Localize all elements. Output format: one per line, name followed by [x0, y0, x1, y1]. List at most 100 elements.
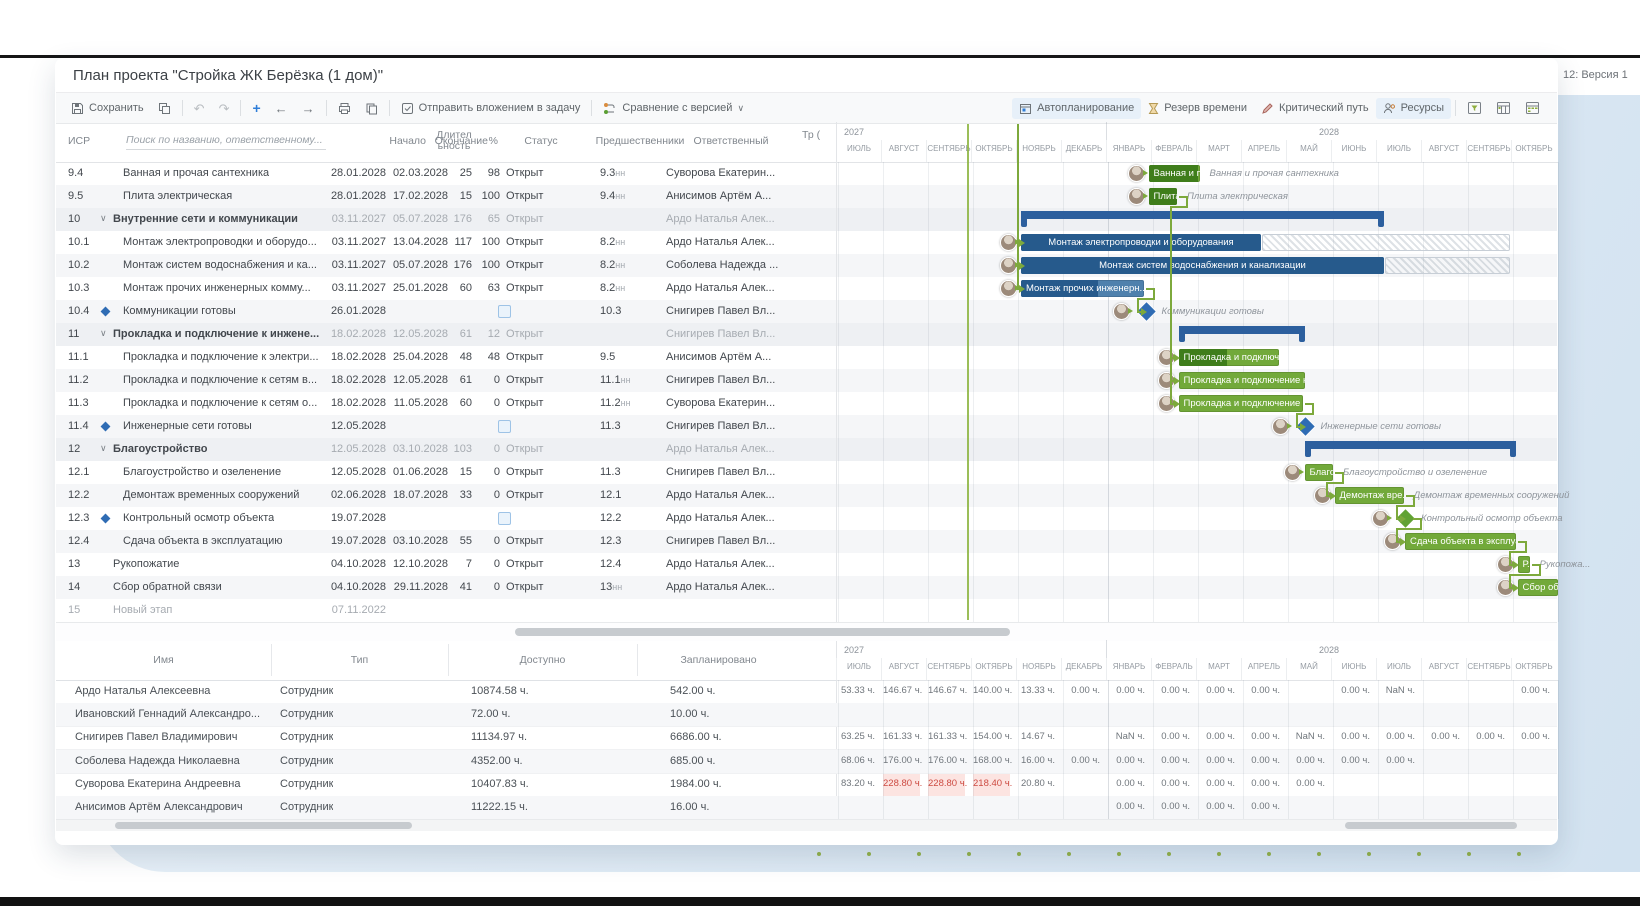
- pane-divider[interactable]: [836, 122, 837, 819]
- task-name[interactable]: Благоустройство: [113, 443, 208, 455]
- task-name[interactable]: Демонтаж временных сооружений: [123, 489, 300, 501]
- column-header-percent[interactable]: %: [488, 135, 498, 147]
- task-name[interactable]: Прокладка и подключение к инжене...: [113, 328, 320, 340]
- right-scroll-thumb[interactable]: [1345, 822, 1517, 829]
- gantt-bar[interactable]: Плита...: [1148, 188, 1177, 205]
- task-row[interactable]: 9.5 Плита электрическая 28.01.2028 17.02.20…: [56, 185, 1557, 208]
- column-header-status[interactable]: Статус: [524, 135, 558, 147]
- task-row[interactable]: 10.1 Монтаж электропроводки и оборудо... 0…: [56, 231, 1557, 254]
- summary-bar[interactable]: [1021, 211, 1384, 227]
- task-name[interactable]: Благоустройство и озеленение: [123, 466, 282, 478]
- task-name[interactable]: Монтаж электропроводки и оборудо...: [123, 236, 317, 248]
- milestone-checkbox[interactable]: [498, 305, 511, 318]
- column-header-start[interactable]: Начало: [389, 135, 426, 147]
- gantt-bar[interactable]: Монтаж прочих инженерн...: [1021, 280, 1144, 297]
- task-row[interactable]: 10.4 Коммуникации готовы 26.01.2028 10.3 Сни…: [56, 300, 1557, 323]
- gantt-bar[interactable]: Благо...: [1304, 464, 1333, 481]
- table-view-button[interactable]: [1489, 97, 1518, 119]
- gantt-bar[interactable]: Сбор обрат...: [1517, 579, 1558, 596]
- pane-splitter[interactable]: [56, 622, 1557, 641]
- gantt-bar[interactable]: Сдача объекта в эксплуат...: [1405, 533, 1516, 550]
- task-row[interactable]: 9.4 Ванная и прочая сантехника 28.01.2028 0…: [56, 162, 1557, 185]
- task-row[interactable]: 11.1 Прокладка и подключение к электри...…: [56, 346, 1557, 369]
- filter-view-button[interactable]: [1460, 97, 1489, 119]
- chevron-down-icon[interactable]: ∨: [100, 213, 107, 223]
- copy-button[interactable]: [358, 98, 385, 119]
- task-row[interactable]: 12.4 Сдача объекта в эксплуатацию 19.07.20…: [56, 530, 1557, 553]
- task-name[interactable]: Монтаж прочих инженерных комму...: [123, 282, 311, 294]
- column-header-duration[interactable]: Длител ьность: [436, 129, 472, 152]
- resource-row[interactable]: Ивановский Геннадий Александро... Сотрудн…: [56, 703, 1557, 728]
- column-header-type[interactable]: Тип: [350, 654, 369, 666]
- duplicate-button[interactable]: [151, 98, 178, 119]
- resource-row[interactable]: Снигирев Павел Владимирович Сотрудник 1113…: [56, 726, 1557, 751]
- grid-view-button[interactable]: [1518, 97, 1547, 119]
- task-name[interactable]: Сдача объекта в эксплуатацию: [123, 535, 283, 547]
- compare-version-button[interactable]: Сравнение с версией ∨: [596, 98, 751, 119]
- chevron-down-icon[interactable]: ∨: [100, 443, 107, 453]
- save-button[interactable]: Сохранить: [64, 98, 151, 119]
- column-header-wbs[interactable]: ИСР: [68, 135, 91, 147]
- task-row[interactable]: 12.3 Контрольный осмотр объекта 19.07.2028…: [56, 507, 1557, 530]
- search-input[interactable]: Поиск по названию, ответственному...: [126, 135, 326, 150]
- send-attachment-button[interactable]: Отправить вложением в задачу: [394, 98, 588, 119]
- task-name[interactable]: Прокладка и подключение к сетям в...: [123, 374, 318, 386]
- gantt-bar[interactable]: Прокладка и подключ...: [1178, 349, 1279, 366]
- task-name[interactable]: Коммуникации готовы: [123, 305, 236, 317]
- add-task-button[interactable]: +: [245, 98, 267, 119]
- task-row[interactable]: 12.2 Демонтаж временных сооружений 02.06.2…: [56, 484, 1557, 507]
- summary-bar[interactable]: [1304, 441, 1516, 457]
- task-row[interactable]: 13 Рукопожатие 04.10.2028 12.10.2028 7 0 Откры…: [56, 553, 1557, 576]
- task-name[interactable]: Контрольный осмотр объекта: [123, 512, 275, 524]
- task-name[interactable]: Внутренние сети и коммуникации: [113, 213, 298, 225]
- task-name[interactable]: Новый этап: [113, 604, 173, 616]
- task-row[interactable]: 10.3 Монтаж прочих инженерных комму... 03.…: [56, 277, 1557, 300]
- time-reserve-button[interactable]: Резерв времени: [1141, 98, 1254, 119]
- column-header-predecessors[interactable]: Предшественники: [595, 135, 685, 147]
- gantt-bar[interactable]: Р...: [1517, 556, 1530, 573]
- task-row[interactable]: 14 Сбор обратной связи 04.10.2028 29.11.202…: [56, 576, 1557, 599]
- task-name[interactable]: Ванная и прочая сантехника: [123, 167, 270, 179]
- gantt-bar[interactable]: Монтаж систем водоснабжения и канализаци…: [1021, 257, 1384, 274]
- gantt-bar[interactable]: Демонтаж вре...: [1334, 487, 1404, 504]
- task-name[interactable]: Сбор обратной связи: [113, 581, 222, 593]
- column-header-finish[interactable]: Окончание: [434, 135, 488, 147]
- resources-button[interactable]: Ресурсы: [1375, 97, 1451, 119]
- task-name[interactable]: Плита электрическая: [123, 190, 233, 202]
- task-row[interactable]: 15 Новый этап 07.11.2022: [56, 599, 1557, 622]
- left-scroll-thumb[interactable]: [115, 822, 412, 829]
- task-row[interactable]: 11 ∨ Прокладка и подключение к инжене... 18…: [56, 323, 1557, 346]
- task-row[interactable]: 12 ∨ Благоустройство 12.05.2028 03.10.2028 10…: [56, 438, 1557, 461]
- gantt-bar[interactable]: Прокладка и подключение ...: [1178, 395, 1303, 412]
- gantt-bar[interactable]: Прокладка и подключение к...: [1178, 372, 1305, 389]
- task-row[interactable]: 12.1 Благоустройство и озеленение 12.05.20…: [56, 461, 1557, 484]
- task-name[interactable]: Прокладка и подключение к сетям о...: [123, 397, 318, 409]
- column-header-name[interactable]: Имя: [153, 654, 174, 666]
- gantt-bar[interactable]: Монтаж электропроводки и оборудования: [1021, 234, 1261, 251]
- task-row[interactable]: 11.2 Прокладка и подключение к сетям в...…: [56, 369, 1557, 392]
- print-button[interactable]: [331, 98, 358, 119]
- gantt-bar[interactable]: Ванная и п...: [1148, 165, 1200, 182]
- column-header-owner[interactable]: Ответственный: [693, 135, 769, 147]
- column-header-available[interactable]: Доступно: [519, 654, 566, 666]
- resource-row[interactable]: Анисимов Артём Александрович Сотрудник 112…: [56, 795, 1557, 820]
- horizontal-scrollbar[interactable]: [56, 819, 1557, 831]
- milestone-checkbox[interactable]: [498, 512, 511, 525]
- resource-row[interactable]: Ардо Наталья Алексеевна Сотрудник 10874.58…: [56, 680, 1557, 704]
- task-name[interactable]: Рукопожатие: [113, 558, 180, 570]
- task-name[interactable]: Инженерные сети готовы: [123, 420, 252, 432]
- autoplan-button[interactable]: Автопланирование: [1012, 97, 1142, 119]
- indent-button[interactable]: →: [295, 98, 322, 119]
- task-name[interactable]: Монтаж систем водоснабжения и ка...: [123, 259, 317, 271]
- summary-bar[interactable]: [1178, 326, 1305, 342]
- splitter-scroll-thumb[interactable]: [515, 628, 1010, 636]
- redo-button[interactable]: ↷: [212, 98, 237, 119]
- critical-path-button[interactable]: Критический путь: [1254, 98, 1376, 119]
- chevron-down-icon[interactable]: ∨: [100, 328, 107, 338]
- resource-row[interactable]: Суворова Екатерина Андреевна Сотрудник 104…: [56, 773, 1557, 797]
- task-name[interactable]: Прокладка и подключение к электри...: [123, 351, 319, 363]
- column-header-labor[interactable]: Тр (: [802, 129, 821, 141]
- resource-row[interactable]: Соболева Надежда Николаевна Сотрудник 4352…: [56, 749, 1557, 774]
- task-row[interactable]: 11.4 Инженерные сети готовы 12.05.2028 11.3…: [56, 415, 1557, 438]
- undo-button[interactable]: ↶: [187, 98, 212, 119]
